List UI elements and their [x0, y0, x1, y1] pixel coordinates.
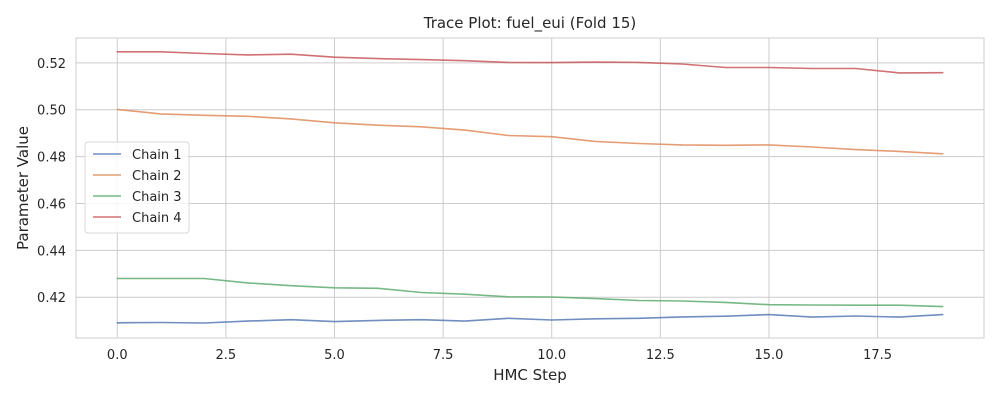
legend: Chain 1 Chain 2 Chain 3 Chain 4: [84, 141, 190, 234]
legend-item-chain-4: Chain 4: [93, 211, 182, 226]
legend-item-chain-1: Chain 1: [93, 148, 182, 163]
x-tick-label: 10.0: [537, 348, 566, 363]
y-tick-label: 0.46: [37, 197, 66, 212]
legend-label: Chain 3: [132, 190, 182, 205]
y-tick-label: 0.50: [37, 104, 66, 119]
y-tick-label: 0.52: [37, 57, 66, 72]
x-axis-label: HMC Step: [493, 366, 567, 384]
y-axis-label: Parameter Value: [14, 126, 32, 250]
series-line-chain-3: [116, 277, 944, 308]
x-tick-label: 15.0: [754, 348, 783, 363]
y-tick-labels: 0.42 0.44 0.46 0.48 0.50 0.52: [37, 57, 66, 306]
x-tick-label: 0.0: [107, 348, 128, 363]
series-line-chain-4: [116, 50, 944, 74]
series-lines: [116, 50, 944, 324]
x-tick-label: 5.0: [324, 348, 345, 363]
y-tick-label: 0.48: [37, 151, 66, 166]
legend-box: [84, 141, 190, 234]
x-tick-labels: 0.0 2.5 5.0 7.5 10.0 12.5 15.0 17.5: [107, 348, 892, 363]
y-tick-label: 0.42: [37, 291, 66, 306]
x-tick-label: 7.5: [433, 348, 454, 363]
legend-item-chain-2: Chain 2: [93, 169, 182, 184]
x-tick-label: 12.5: [646, 348, 675, 363]
chart-title: Trace Plot: fuel_eui (Fold 15): [423, 14, 637, 33]
series-line-chain-2: [116, 108, 944, 155]
x-tick-label: 17.5: [863, 348, 892, 363]
legend-item-chain-3: Chain 3: [93, 190, 182, 205]
legend-label: Chain 4: [132, 211, 182, 226]
plot-area: [75, 37, 985, 339]
series-line-chain-1: [116, 313, 944, 324]
legend-label: Chain 2: [132, 169, 182, 184]
x-tick-label: 2.5: [216, 348, 237, 363]
legend-label: Chain 1: [132, 148, 182, 163]
y-tick-label: 0.44: [37, 244, 66, 259]
